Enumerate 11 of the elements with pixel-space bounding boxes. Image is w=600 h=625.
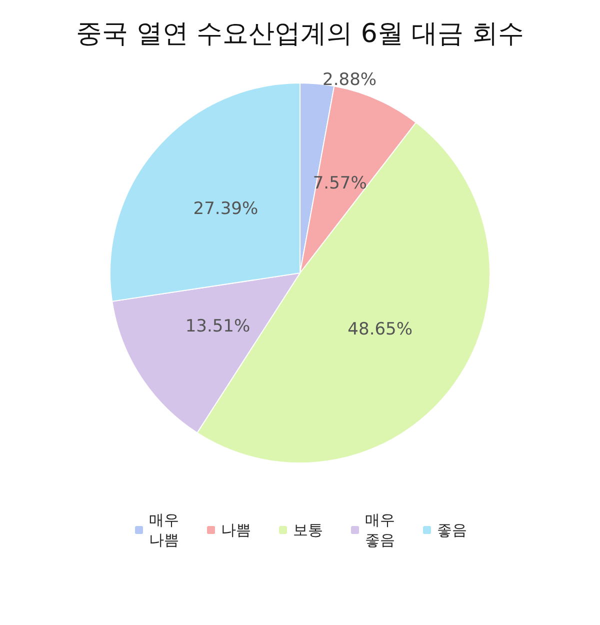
data-label: 2.88% — [322, 70, 377, 90]
data-label: 13.51% — [185, 316, 250, 336]
legend-label: 좋음 — [437, 521, 467, 539]
data-label: 48.65% — [348, 319, 413, 340]
legend-label: 매우 좋음 — [365, 511, 395, 549]
legend-label: 보통 — [293, 521, 323, 539]
data-label: 27.39% — [193, 199, 258, 220]
chart-title: 중국 열연 수요산업계의 6월 대금 회수 — [76, 19, 524, 49]
data-label: 7.57% — [312, 173, 367, 194]
legend-label: 나쁨 — [221, 521, 251, 539]
legend-label: 매우 나쁨 — [149, 511, 179, 549]
